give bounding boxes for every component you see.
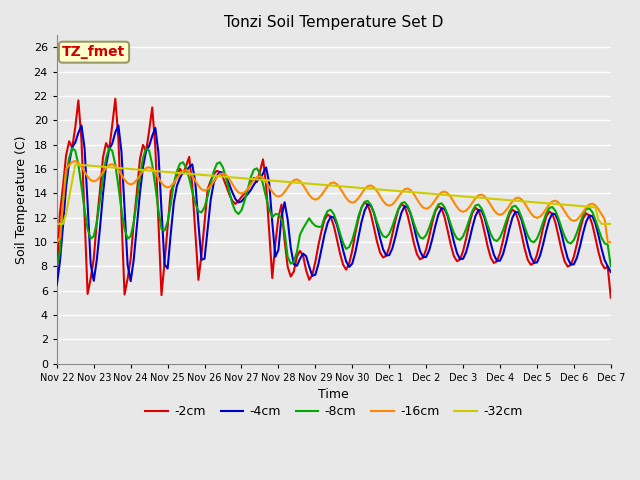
-2cm: [111, 96, 119, 102]
-8cm: [607, 264, 614, 269]
Title: Tonzi Soil Temperature Set D: Tonzi Soil Temperature Set D: [224, 15, 444, 30]
-32cm: [324, 182, 332, 188]
-32cm: [53, 221, 61, 227]
-4cm: [53, 282, 61, 288]
Line: -8cm: -8cm: [57, 148, 611, 266]
-8cm: [53, 264, 61, 269]
Line: -2cm: -2cm: [57, 99, 611, 298]
-32cm: [321, 182, 328, 188]
-8cm: [210, 168, 218, 174]
Text: TZ_fmet: TZ_fmet: [62, 45, 125, 59]
-8cm: [515, 207, 522, 213]
Line: -4cm: -4cm: [57, 125, 611, 285]
X-axis label: Time: Time: [319, 388, 349, 401]
-16cm: [53, 239, 61, 245]
-2cm: [210, 171, 218, 177]
Y-axis label: Soil Temperature (C): Soil Temperature (C): [15, 135, 28, 264]
-16cm: [139, 168, 147, 174]
-2cm: [53, 271, 61, 276]
-32cm: [210, 173, 218, 179]
-16cm: [102, 165, 110, 171]
-4cm: [321, 231, 328, 237]
-16cm: [210, 179, 218, 184]
-2cm: [99, 155, 107, 160]
-32cm: [139, 167, 147, 173]
-8cm: [321, 214, 328, 220]
Line: -16cm: -16cm: [57, 161, 611, 242]
-32cm: [515, 198, 522, 204]
-8cm: [139, 155, 147, 161]
-8cm: [324, 208, 332, 214]
-2cm: [139, 142, 147, 148]
-16cm: [72, 158, 79, 164]
-8cm: [102, 155, 110, 161]
-4cm: [324, 220, 332, 226]
-16cm: [321, 188, 328, 193]
-8cm: [68, 145, 76, 151]
-32cm: [72, 162, 79, 168]
Legend: -2cm, -4cm, -8cm, -16cm, -32cm: -2cm, -4cm, -8cm, -16cm, -32cm: [140, 400, 527, 423]
-4cm: [115, 122, 122, 128]
-2cm: [607, 295, 614, 300]
-2cm: [515, 218, 522, 224]
-32cm: [607, 221, 614, 227]
Line: -32cm: -32cm: [57, 165, 611, 224]
-2cm: [324, 212, 332, 217]
-16cm: [607, 239, 614, 245]
-16cm: [324, 183, 332, 189]
-4cm: [99, 191, 107, 197]
-4cm: [139, 164, 147, 170]
-2cm: [321, 217, 328, 223]
-16cm: [515, 195, 522, 201]
-4cm: [607, 269, 614, 275]
-4cm: [210, 180, 218, 185]
-32cm: [102, 164, 110, 170]
-4cm: [515, 210, 522, 216]
